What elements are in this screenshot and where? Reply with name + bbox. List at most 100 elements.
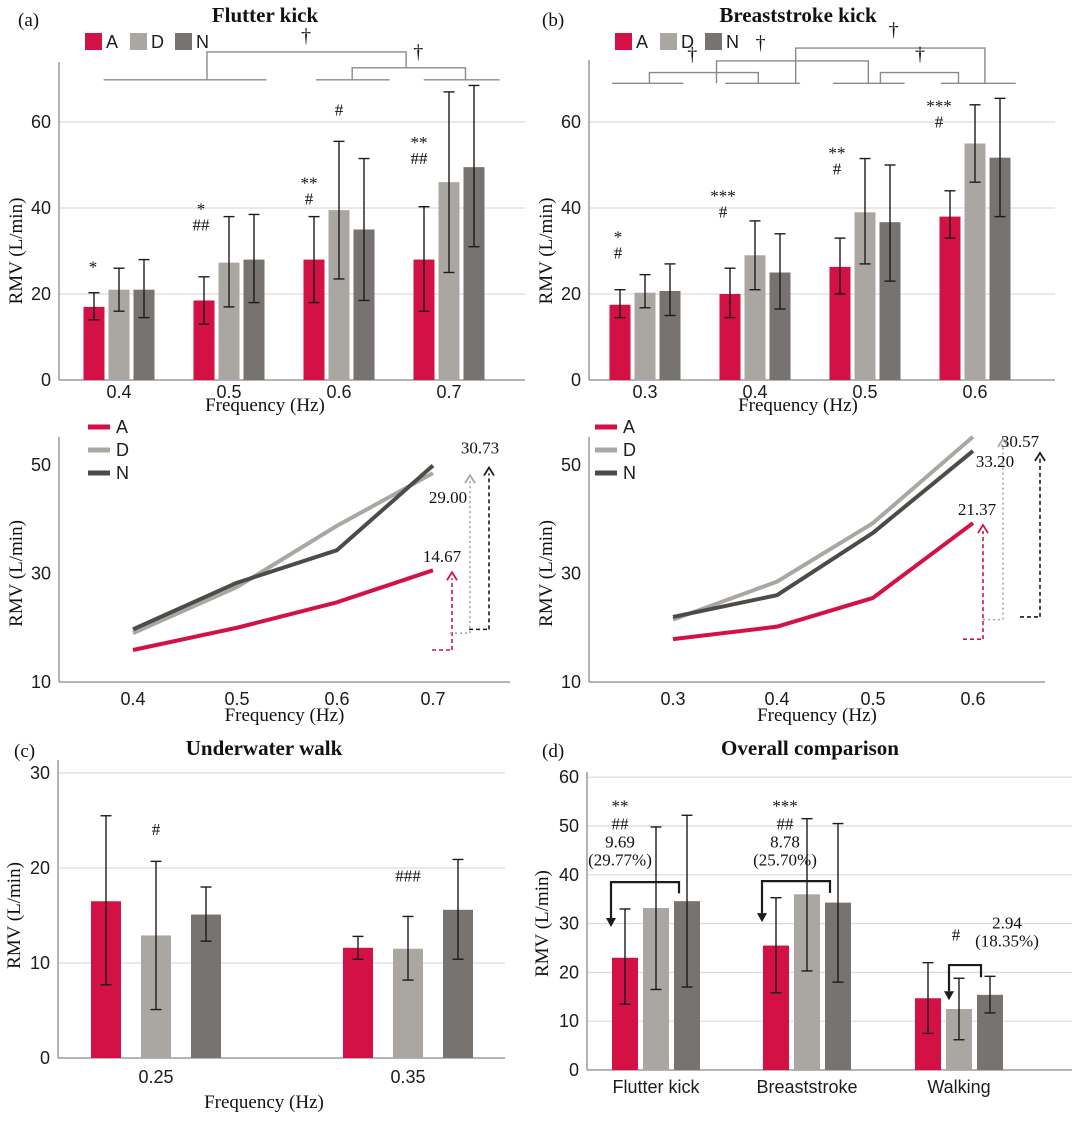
bar-A-0.35 bbox=[343, 947, 373, 1058]
legend-label-D: D bbox=[116, 440, 129, 460]
sig-bracket bbox=[648, 71, 759, 84]
comparison-bracket bbox=[609, 881, 681, 919]
x-tick-label: 0.4 bbox=[764, 689, 789, 709]
y-axis-title: RMV (L/min) bbox=[536, 520, 557, 627]
significance-annotation: # bbox=[935, 112, 944, 131]
y-tick-label: 60 bbox=[559, 767, 579, 787]
y-tick-label: 50 bbox=[561, 455, 581, 475]
y-tick-label: 20 bbox=[559, 962, 579, 982]
y-tick-label: 10 bbox=[559, 1011, 579, 1031]
legend-label-N: N bbox=[196, 32, 209, 52]
y-tick-label: 10 bbox=[30, 953, 50, 973]
bar-N-0.5 bbox=[243, 259, 265, 380]
significance-annotation: * bbox=[197, 199, 206, 218]
down-arrowhead bbox=[606, 918, 616, 928]
breaststroke-line-chart: 10 30 50 0.3 0.4 0.5 0.6 Frequency (Hz) RMV (L/m… bbox=[536, 417, 1046, 726]
y-tick-label: 50 bbox=[31, 455, 51, 475]
bar-D-0.4 bbox=[744, 255, 766, 380]
bar-D-0.6 bbox=[328, 210, 350, 380]
significance-annotation: (25.70%) bbox=[753, 850, 817, 869]
significance-annotation: 9.69 bbox=[605, 832, 635, 851]
down-arrowhead bbox=[944, 991, 954, 1001]
y-axis-title: RMV (L/min) bbox=[6, 520, 27, 627]
sig-bracket bbox=[351, 67, 467, 80]
increase-value-label: 21.37 bbox=[958, 500, 997, 519]
bar-D-0.6 bbox=[964, 143, 986, 380]
significance-annotation: # bbox=[152, 820, 161, 839]
increase-arrowhead bbox=[977, 523, 989, 534]
series-line-D bbox=[672, 435, 975, 622]
x-tick-label: 0.6 bbox=[324, 689, 349, 709]
y-tick-label: 40 bbox=[31, 198, 51, 218]
bar-D-0.3 bbox=[634, 292, 656, 380]
chart-title: Breaststroke kick bbox=[719, 3, 877, 27]
y-tick-label: 30 bbox=[559, 914, 579, 934]
significance-annotation: (29.77%) bbox=[588, 850, 652, 869]
significance-annotation: *** bbox=[926, 96, 952, 115]
bar-A-0.7 bbox=[413, 259, 435, 380]
significance-annotation: ** bbox=[612, 796, 629, 815]
y-tick-label: 0 bbox=[569, 1060, 579, 1080]
dagger-symbol: † bbox=[756, 32, 766, 54]
significance-annotation: *** bbox=[710, 187, 736, 206]
y-tick-label: 40 bbox=[561, 198, 581, 218]
significance-annotation: ## bbox=[411, 149, 429, 168]
bar-N-0.4 bbox=[133, 289, 155, 380]
x-tick-label: 0.35 bbox=[390, 1067, 425, 1087]
bar-D-0.7 bbox=[438, 182, 460, 380]
x-tick-label: 0.3 bbox=[660, 689, 685, 709]
legend-label-A: A bbox=[106, 32, 118, 52]
significance-annotation: # bbox=[719, 203, 728, 222]
y-tick-label: 20 bbox=[561, 284, 581, 304]
y-axis-title: RMV (L/min) bbox=[4, 862, 25, 969]
legend-swatch-D bbox=[130, 33, 147, 50]
bar-N-0.7 bbox=[463, 167, 485, 380]
increase-arrowhead bbox=[997, 437, 1009, 448]
increase-arrowhead bbox=[464, 473, 476, 484]
bar-A-0.5 bbox=[193, 300, 215, 380]
bar-D-0.5 bbox=[218, 262, 240, 380]
legend-label-A: A bbox=[116, 417, 128, 437]
y-tick-label: 10 bbox=[31, 672, 51, 692]
panel-letter: (a) bbox=[18, 10, 39, 31]
significance-annotation: 2.94 bbox=[992, 913, 1022, 932]
panel-letter: (d) bbox=[542, 741, 564, 762]
bar-A-0.4 bbox=[83, 306, 105, 380]
dagger-symbol: † bbox=[301, 25, 311, 47]
increase-arrowhead bbox=[1034, 451, 1046, 462]
dagger-symbol: † bbox=[889, 19, 899, 41]
chart-title: Overall comparison bbox=[721, 736, 899, 760]
legend-label-A: A bbox=[623, 417, 635, 437]
comparison-bracket bbox=[947, 963, 983, 992]
x-tick-label: Walking bbox=[927, 1077, 990, 1097]
significance-annotation: ## bbox=[777, 814, 795, 833]
increase-arrowhead bbox=[446, 570, 458, 581]
legend-label-A: A bbox=[636, 32, 648, 52]
significance-annotation: * bbox=[89, 258, 98, 277]
significance-annotation: 8.78 bbox=[770, 832, 800, 851]
chart-title: Flutter kick bbox=[212, 3, 319, 27]
y-tick-label: 10 bbox=[561, 672, 581, 692]
y-axis-title: RMV (L/min) bbox=[536, 198, 557, 305]
comparison-bracket bbox=[760, 880, 832, 914]
legend-swatch-A bbox=[615, 33, 632, 50]
x-tick-label: 0.4 bbox=[120, 689, 145, 709]
y-tick-label: 40 bbox=[559, 865, 579, 885]
increase-value-label: 33.20 bbox=[976, 452, 1014, 471]
legend-swatch-N bbox=[175, 33, 192, 50]
increase-arrowhead bbox=[483, 465, 495, 477]
y-tick-label: 30 bbox=[31, 564, 51, 584]
significance-annotation: ## bbox=[612, 814, 630, 833]
x-tick-label: 0.5 bbox=[860, 689, 885, 709]
panel-c-underwater-walk-bar-chart: 0 10 20 30 0.25 0.35 Frequency (Hz) RMV (L/min)… bbox=[4, 736, 505, 1113]
x-tick-label: 0.4 bbox=[742, 382, 767, 402]
x-axis-title: Frequency (Hz) bbox=[225, 705, 345, 726]
x-tick-label: 0.6 bbox=[960, 689, 985, 709]
panel-letter: (c) bbox=[14, 741, 35, 762]
x-tick-label: 0.6 bbox=[326, 382, 351, 402]
x-tick-label: 0.3 bbox=[632, 382, 657, 402]
significance-annotation: # bbox=[952, 926, 961, 945]
y-axis-title: RMV (L/min) bbox=[6, 198, 27, 305]
significance-annotation: ** bbox=[411, 133, 428, 152]
